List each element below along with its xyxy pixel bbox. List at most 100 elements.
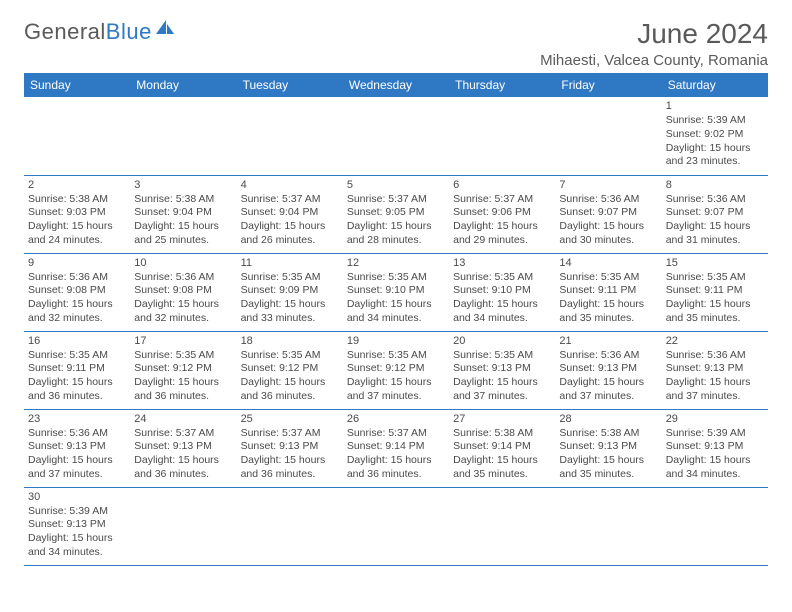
calendar-cell: 14Sunrise: 5:35 AMSunset: 9:11 PMDayligh… bbox=[555, 253, 661, 331]
day-number: 24 bbox=[134, 412, 232, 426]
sunrise-text: Sunrise: 5:36 AM bbox=[666, 193, 764, 207]
sunset-text: Sunset: 9:08 PM bbox=[134, 284, 232, 298]
sunset-text: Sunset: 9:13 PM bbox=[28, 440, 126, 454]
calendar-cell: 3Sunrise: 5:38 AMSunset: 9:04 PMDaylight… bbox=[130, 175, 236, 253]
weekday-header: Monday bbox=[130, 73, 236, 97]
calendar-cell: 18Sunrise: 5:35 AMSunset: 9:12 PMDayligh… bbox=[237, 331, 343, 409]
day-number: 17 bbox=[134, 334, 232, 348]
sunset-text: Sunset: 9:11 PM bbox=[559, 284, 657, 298]
calendar-table: SundayMondayTuesdayWednesdayThursdayFrid… bbox=[24, 73, 768, 566]
daylight-text: Daylight: 15 hours and 37 minutes. bbox=[347, 376, 445, 403]
day-number: 27 bbox=[453, 412, 551, 426]
day-number: 23 bbox=[28, 412, 126, 426]
sunrise-text: Sunrise: 5:38 AM bbox=[559, 427, 657, 441]
calendar-cell: 24Sunrise: 5:37 AMSunset: 9:13 PMDayligh… bbox=[130, 409, 236, 487]
title-block: June 2024 Mihaesti, Valcea County, Roman… bbox=[540, 18, 768, 69]
sunset-text: Sunset: 9:13 PM bbox=[559, 440, 657, 454]
month-title: June 2024 bbox=[540, 18, 768, 50]
sunset-text: Sunset: 9:06 PM bbox=[453, 206, 551, 220]
daylight-text: Daylight: 15 hours and 34 minutes. bbox=[453, 298, 551, 325]
daylight-text: Daylight: 15 hours and 30 minutes. bbox=[559, 220, 657, 247]
sunset-text: Sunset: 9:04 PM bbox=[241, 206, 339, 220]
daylight-text: Daylight: 15 hours and 35 minutes. bbox=[559, 298, 657, 325]
location-text: Mihaesti, Valcea County, Romania bbox=[540, 52, 768, 69]
calendar-cell: 12Sunrise: 5:35 AMSunset: 9:10 PMDayligh… bbox=[343, 253, 449, 331]
logo-sail-icon bbox=[154, 18, 176, 36]
daylight-text: Daylight: 15 hours and 32 minutes. bbox=[134, 298, 232, 325]
sunrise-text: Sunrise: 5:36 AM bbox=[666, 349, 764, 363]
calendar-cell: 23Sunrise: 5:36 AMSunset: 9:13 PMDayligh… bbox=[24, 409, 130, 487]
calendar-cell: 5Sunrise: 5:37 AMSunset: 9:05 PMDaylight… bbox=[343, 175, 449, 253]
day-number: 16 bbox=[28, 334, 126, 348]
sunset-text: Sunset: 9:04 PM bbox=[134, 206, 232, 220]
daylight-text: Daylight: 15 hours and 31 minutes. bbox=[666, 220, 764, 247]
sunset-text: Sunset: 9:12 PM bbox=[241, 362, 339, 376]
calendar-cell: 15Sunrise: 5:35 AMSunset: 9:11 PMDayligh… bbox=[662, 253, 768, 331]
sunset-text: Sunset: 9:09 PM bbox=[241, 284, 339, 298]
calendar-body: 1Sunrise: 5:39 AMSunset: 9:02 PMDaylight… bbox=[24, 97, 768, 565]
calendar-cell: 8Sunrise: 5:36 AMSunset: 9:07 PMDaylight… bbox=[662, 175, 768, 253]
calendar-cell: 30Sunrise: 5:39 AMSunset: 9:13 PMDayligh… bbox=[24, 487, 130, 565]
day-number: 5 bbox=[347, 178, 445, 192]
weekday-header: Sunday bbox=[24, 73, 130, 97]
daylight-text: Daylight: 15 hours and 34 minutes. bbox=[666, 454, 764, 481]
day-number: 1 bbox=[666, 99, 764, 113]
calendar-cell: 4Sunrise: 5:37 AMSunset: 9:04 PMDaylight… bbox=[237, 175, 343, 253]
sunset-text: Sunset: 9:11 PM bbox=[28, 362, 126, 376]
sunset-text: Sunset: 9:07 PM bbox=[559, 206, 657, 220]
calendar-cell: 28Sunrise: 5:38 AMSunset: 9:13 PMDayligh… bbox=[555, 409, 661, 487]
sunrise-text: Sunrise: 5:35 AM bbox=[347, 271, 445, 285]
sunset-text: Sunset: 9:07 PM bbox=[666, 206, 764, 220]
daylight-text: Daylight: 15 hours and 37 minutes. bbox=[453, 376, 551, 403]
sunrise-text: Sunrise: 5:35 AM bbox=[241, 349, 339, 363]
daylight-text: Daylight: 15 hours and 37 minutes. bbox=[666, 376, 764, 403]
daylight-text: Daylight: 15 hours and 36 minutes. bbox=[134, 376, 232, 403]
sunrise-text: Sunrise: 5:35 AM bbox=[347, 349, 445, 363]
calendar-cell-empty bbox=[449, 487, 555, 565]
day-number: 13 bbox=[453, 256, 551, 270]
day-number: 14 bbox=[559, 256, 657, 270]
calendar-cell-empty bbox=[130, 487, 236, 565]
calendar-cell: 7Sunrise: 5:36 AMSunset: 9:07 PMDaylight… bbox=[555, 175, 661, 253]
daylight-text: Daylight: 15 hours and 36 minutes. bbox=[28, 376, 126, 403]
day-number: 7 bbox=[559, 178, 657, 192]
sunset-text: Sunset: 9:03 PM bbox=[28, 206, 126, 220]
day-number: 2 bbox=[28, 178, 126, 192]
calendar-cell: 22Sunrise: 5:36 AMSunset: 9:13 PMDayligh… bbox=[662, 331, 768, 409]
sunrise-text: Sunrise: 5:35 AM bbox=[453, 271, 551, 285]
sunset-text: Sunset: 9:12 PM bbox=[347, 362, 445, 376]
day-number: 30 bbox=[28, 490, 126, 504]
sunrise-text: Sunrise: 5:37 AM bbox=[347, 193, 445, 207]
sunrise-text: Sunrise: 5:35 AM bbox=[559, 271, 657, 285]
calendar-cell-empty bbox=[24, 97, 130, 175]
daylight-text: Daylight: 15 hours and 34 minutes. bbox=[347, 298, 445, 325]
sunset-text: Sunset: 9:12 PM bbox=[134, 362, 232, 376]
daylight-text: Daylight: 15 hours and 36 minutes. bbox=[241, 454, 339, 481]
day-number: 28 bbox=[559, 412, 657, 426]
sunrise-text: Sunrise: 5:37 AM bbox=[241, 427, 339, 441]
calendar-cell: 2Sunrise: 5:38 AMSunset: 9:03 PMDaylight… bbox=[24, 175, 130, 253]
calendar-cell-empty bbox=[449, 97, 555, 175]
daylight-text: Daylight: 15 hours and 37 minutes. bbox=[28, 454, 126, 481]
day-number: 29 bbox=[666, 412, 764, 426]
sunrise-text: Sunrise: 5:37 AM bbox=[347, 427, 445, 441]
day-number: 9 bbox=[28, 256, 126, 270]
calendar-cell: 27Sunrise: 5:38 AMSunset: 9:14 PMDayligh… bbox=[449, 409, 555, 487]
sunset-text: Sunset: 9:13 PM bbox=[134, 440, 232, 454]
sunset-text: Sunset: 9:14 PM bbox=[347, 440, 445, 454]
sunset-text: Sunset: 9:13 PM bbox=[453, 362, 551, 376]
day-number: 21 bbox=[559, 334, 657, 348]
day-number: 11 bbox=[241, 256, 339, 270]
calendar-cell: 25Sunrise: 5:37 AMSunset: 9:13 PMDayligh… bbox=[237, 409, 343, 487]
calendar-cell: 13Sunrise: 5:35 AMSunset: 9:10 PMDayligh… bbox=[449, 253, 555, 331]
sunset-text: Sunset: 9:10 PM bbox=[347, 284, 445, 298]
daylight-text: Daylight: 15 hours and 35 minutes. bbox=[666, 298, 764, 325]
calendar-cell: 16Sunrise: 5:35 AMSunset: 9:11 PMDayligh… bbox=[24, 331, 130, 409]
calendar-head: SundayMondayTuesdayWednesdayThursdayFrid… bbox=[24, 73, 768, 97]
sunrise-text: Sunrise: 5:38 AM bbox=[134, 193, 232, 207]
calendar-cell-empty bbox=[555, 97, 661, 175]
day-number: 15 bbox=[666, 256, 764, 270]
weekday-header: Tuesday bbox=[237, 73, 343, 97]
sunrise-text: Sunrise: 5:37 AM bbox=[241, 193, 339, 207]
sunrise-text: Sunrise: 5:37 AM bbox=[453, 193, 551, 207]
